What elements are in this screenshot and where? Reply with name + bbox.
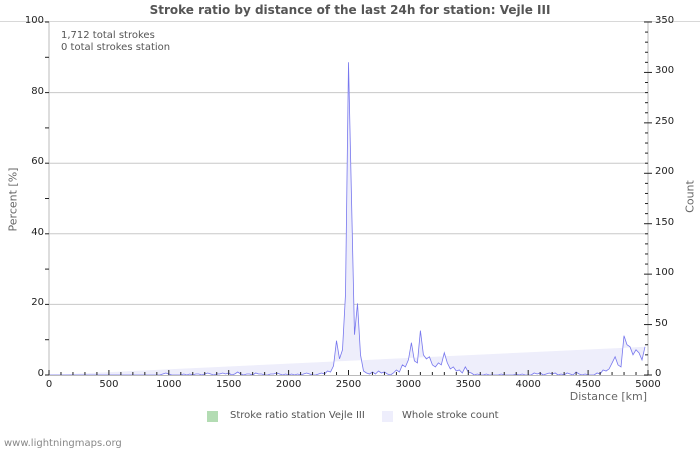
x-tick-label: 0 [45, 379, 53, 390]
right-tick-label: 150 [655, 216, 675, 228]
legend-label-count: Whole stroke count [402, 410, 499, 421]
x-tick-label: 3000 [395, 379, 422, 390]
legend-label-ratio: Stroke ratio station Vejle III [230, 410, 365, 421]
left-tick-label: 40 [31, 226, 44, 238]
right-tick-label: 100 [655, 267, 675, 279]
x-tick-label: 1500 [215, 379, 242, 390]
x-tick-label: 4000 [515, 379, 541, 390]
left-axis-label: Percent [%] [6, 167, 20, 232]
x-tick-label: 3500 [455, 379, 482, 390]
left-tick-label: 20 [31, 297, 44, 309]
right-tick-label: 300 [655, 65, 675, 77]
x-axis-label: Distance [km] [569, 390, 647, 403]
x-tick-label: 5000 [635, 379, 661, 390]
left-tick-label: 100 [24, 15, 44, 26]
x-tick-label: 500 [99, 379, 119, 390]
title-divider [0, 21, 700, 22]
left-tick-label: 80 [31, 85, 44, 97]
total-strokes-text: 1,712 total strokes [61, 30, 155, 41]
footer-link[interactable]: www.lightningmaps.org [4, 438, 122, 449]
right-tick-label: 200 [655, 166, 675, 178]
right-axis-label: Count [683, 180, 697, 213]
right-tick-label: 250 [655, 115, 675, 127]
legend-swatch-ratio [207, 411, 218, 422]
x-tick-label: 1000 [156, 379, 182, 390]
right-tick-label: 350 [655, 15, 675, 26]
x-tick-label: 2000 [275, 379, 302, 390]
x-tick-label: 2500 [335, 379, 362, 390]
right-tick-label: 0 [655, 368, 662, 379]
right-tick-label: 50 [655, 317, 668, 329]
left-tick-label: 0 [37, 368, 44, 379]
legend-swatch-count [382, 411, 393, 422]
chart-title: Stroke ratio by distance of the last 24h… [149, 3, 551, 17]
left-tick-label: 60 [31, 156, 44, 168]
axes [45, 21, 652, 376]
x-tick-label: 4500 [575, 379, 601, 390]
stroke-count-area [49, 62, 645, 376]
station-strokes-text: 0 total strokes station [61, 42, 171, 53]
